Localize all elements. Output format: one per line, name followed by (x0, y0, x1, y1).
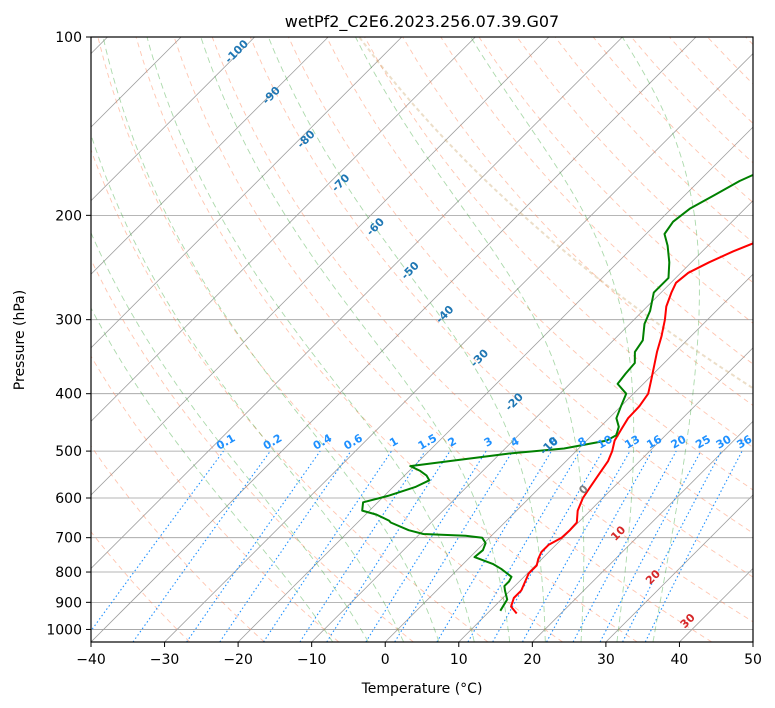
moist-adiabat-line (91, 307, 334, 642)
mixing-ratio-line (299, 450, 426, 642)
axis-layer: −40 −30 −20 −10 0 10 20 30 40 50 100 200 300 400 500 60… (46, 30, 762, 668)
dry-adiabat-line (287, 37, 753, 534)
chart-title: wetPf2_C2E6.2023.256.07.39.G07 (285, 12, 559, 32)
x-tick-label: 30 (597, 652, 615, 668)
dry-adiabat-line (135, 37, 638, 642)
mixing-ratio-line (186, 450, 321, 642)
theta-e-reference-line (358, 37, 753, 390)
x-tick-label: 10 (450, 652, 468, 668)
dry-adiabat-line (91, 355, 340, 642)
moist-adiabat-line (102, 37, 440, 642)
isotherm-gridline (237, 126, 753, 642)
x-tick-label: −30 (150, 652, 180, 668)
dry-adiabat-line (402, 37, 753, 407)
dry-adiabat-line (516, 37, 753, 284)
moist-adiabat-line (146, 37, 475, 642)
moist-adiabat-line (91, 231, 369, 642)
isotherm-gridline (384, 273, 753, 642)
dewpoint-profile-line (361, 173, 753, 612)
mixing-ratio-line (644, 450, 743, 642)
mixing-ratio-line (219, 450, 352, 642)
isotherm-gridline (311, 200, 753, 642)
isotherm-gridline (605, 494, 753, 642)
dry-adiabat-line (91, 531, 191, 642)
isotherm-gridline (91, 37, 697, 642)
isotherm-gridline (91, 37, 329, 275)
isotherm-gridline (458, 347, 753, 642)
plot-area (91, 37, 753, 642)
isotherm-gridline (91, 37, 403, 349)
mixing-ratio-line (91, 450, 224, 632)
mixing-ratio-line (572, 450, 677, 642)
moist-adiabat-line (267, 37, 546, 642)
mixing-ratio-line (132, 450, 271, 642)
mixing-ratio-line (546, 450, 653, 642)
mixing-ratio-line (326, 450, 451, 642)
y-tick-label: 300 (55, 313, 82, 329)
dry-adiabat-line (97, 37, 563, 642)
dry-adiabat-line (173, 37, 713, 642)
grid-layer (91, 37, 753, 642)
y-tick-label: 500 (55, 444, 82, 460)
moist-adiabat-line (621, 37, 700, 642)
isotherm-gridline (532, 420, 753, 642)
y-tick-label: 900 (55, 595, 82, 611)
plot-frame (90, 36, 754, 643)
dry-adiabat-line (91, 445, 265, 642)
isotherm-gridline (91, 37, 476, 422)
moist-adiabat-line (355, 37, 585, 642)
x-axis-title: Temperature (°C) (361, 681, 483, 697)
y-tick-label: 200 (55, 208, 82, 224)
x-tick-label: 40 (671, 652, 689, 668)
mixing-ratio-line (522, 450, 631, 642)
x-tick-label: 50 (744, 652, 762, 668)
y-tick-label: 600 (55, 491, 82, 507)
moist-adiabat-line (91, 133, 405, 642)
y-tick-label: 1000 (46, 622, 82, 638)
mixing-ratio-line (394, 450, 514, 642)
dry-adiabat-line (211, 37, 753, 623)
temperature-profile-line (510, 242, 753, 615)
x-tick-label: −10 (297, 652, 327, 668)
x-tick-label: 20 (523, 652, 541, 668)
isotherm-gridline (164, 52, 753, 642)
isotherm-gridline (91, 37, 623, 570)
x-tick-label: −20 (223, 652, 253, 668)
dry-adiabat-line (249, 37, 753, 578)
x-tick-label: −40 (76, 652, 106, 668)
mixing-ratio-line (263, 450, 392, 642)
moist-adiabat-line (200, 37, 511, 642)
y-tick-label: 400 (55, 387, 82, 403)
y-axis-title: Pressure (hPa) (12, 290, 28, 390)
dry-adiabat-line (440, 37, 753, 365)
series-layer (361, 173, 753, 615)
y-tick-label: 800 (55, 565, 82, 581)
y-tick-label: 700 (55, 531, 82, 547)
isotherm-gridline (91, 37, 550, 496)
y-tick-label: 100 (55, 30, 82, 46)
x-tick-label: 0 (381, 652, 390, 668)
isotherm-gridline (91, 37, 255, 202)
dry-adiabat-line (91, 258, 414, 642)
dry-adiabat-line (91, 148, 489, 642)
mixing-ratio-label: 36 (734, 432, 754, 451)
